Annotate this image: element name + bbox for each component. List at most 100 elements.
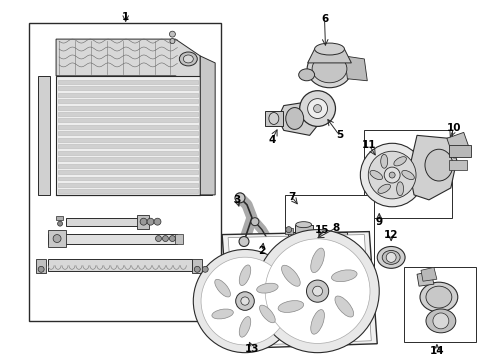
Text: 7: 7 <box>288 192 295 202</box>
Ellipse shape <box>377 247 405 268</box>
Bar <box>58 86 198 90</box>
Polygon shape <box>200 56 215 195</box>
Bar <box>292 235 343 269</box>
Ellipse shape <box>215 279 230 297</box>
Bar <box>58 138 198 142</box>
Bar <box>192 260 202 273</box>
Ellipse shape <box>179 52 197 66</box>
Ellipse shape <box>239 265 251 285</box>
Bar <box>58 118 198 122</box>
Bar <box>404 267 476 342</box>
Bar <box>38 76 50 195</box>
Bar <box>288 231 347 273</box>
Bar <box>48 230 66 247</box>
Circle shape <box>314 105 321 113</box>
Bar <box>137 215 148 229</box>
Circle shape <box>170 31 175 37</box>
Ellipse shape <box>370 170 383 180</box>
Circle shape <box>241 297 249 305</box>
Bar <box>449 145 471 157</box>
Ellipse shape <box>183 55 193 63</box>
Circle shape <box>147 218 154 225</box>
Text: 8: 8 <box>333 222 340 233</box>
Circle shape <box>433 313 449 329</box>
Circle shape <box>163 235 169 242</box>
Ellipse shape <box>295 222 312 228</box>
Polygon shape <box>285 273 324 289</box>
Bar <box>58 157 198 161</box>
Bar <box>285 195 374 309</box>
Bar <box>58 164 198 168</box>
Ellipse shape <box>426 286 452 308</box>
Circle shape <box>202 266 208 272</box>
Ellipse shape <box>315 43 344 55</box>
Bar <box>58 80 198 84</box>
Bar <box>48 260 192 271</box>
Ellipse shape <box>257 283 278 293</box>
Circle shape <box>236 292 254 310</box>
Bar <box>58 189 198 193</box>
Bar <box>200 76 212 195</box>
Text: 1: 1 <box>122 12 129 22</box>
Bar <box>58 125 198 129</box>
Bar <box>58 105 198 109</box>
Ellipse shape <box>269 113 279 125</box>
Circle shape <box>154 218 161 225</box>
Bar <box>58 176 198 180</box>
Circle shape <box>384 167 400 183</box>
Polygon shape <box>409 135 457 200</box>
Bar <box>449 160 467 170</box>
Text: 13: 13 <box>245 344 259 354</box>
Circle shape <box>360 143 424 207</box>
Circle shape <box>170 235 175 242</box>
Ellipse shape <box>212 309 233 319</box>
Circle shape <box>306 280 329 302</box>
Text: 9: 9 <box>376 217 383 227</box>
Ellipse shape <box>420 282 458 312</box>
Polygon shape <box>278 100 321 135</box>
Ellipse shape <box>278 301 304 312</box>
Circle shape <box>386 252 396 262</box>
Bar <box>56 216 63 220</box>
Bar <box>56 76 200 195</box>
Circle shape <box>256 230 379 353</box>
Ellipse shape <box>381 154 388 168</box>
Bar <box>294 225 313 233</box>
Polygon shape <box>417 271 434 286</box>
Ellipse shape <box>396 182 404 196</box>
Circle shape <box>195 266 200 272</box>
Circle shape <box>300 91 336 126</box>
Bar <box>175 234 183 243</box>
Ellipse shape <box>382 251 400 264</box>
Ellipse shape <box>311 248 324 273</box>
Text: 3: 3 <box>233 195 241 205</box>
Bar <box>58 112 198 116</box>
Polygon shape <box>228 235 371 346</box>
Ellipse shape <box>282 265 300 286</box>
Ellipse shape <box>286 108 304 129</box>
Circle shape <box>239 237 249 247</box>
Bar <box>58 151 198 155</box>
Text: 11: 11 <box>362 140 376 150</box>
Ellipse shape <box>332 270 357 282</box>
Text: 14: 14 <box>430 346 444 356</box>
Ellipse shape <box>311 310 324 334</box>
Ellipse shape <box>394 157 406 166</box>
Circle shape <box>265 239 370 343</box>
Polygon shape <box>447 132 471 158</box>
Ellipse shape <box>312 55 347 83</box>
Ellipse shape <box>402 170 415 180</box>
Polygon shape <box>308 49 351 63</box>
Bar <box>58 93 198 96</box>
Polygon shape <box>222 231 377 349</box>
Circle shape <box>286 227 292 233</box>
Text: 15: 15 <box>314 225 329 235</box>
Bar <box>265 111 283 126</box>
Polygon shape <box>421 267 437 281</box>
Polygon shape <box>344 56 368 81</box>
Ellipse shape <box>299 69 315 81</box>
Circle shape <box>57 221 63 226</box>
Bar <box>58 170 198 174</box>
Circle shape <box>53 235 61 243</box>
Circle shape <box>368 151 416 199</box>
